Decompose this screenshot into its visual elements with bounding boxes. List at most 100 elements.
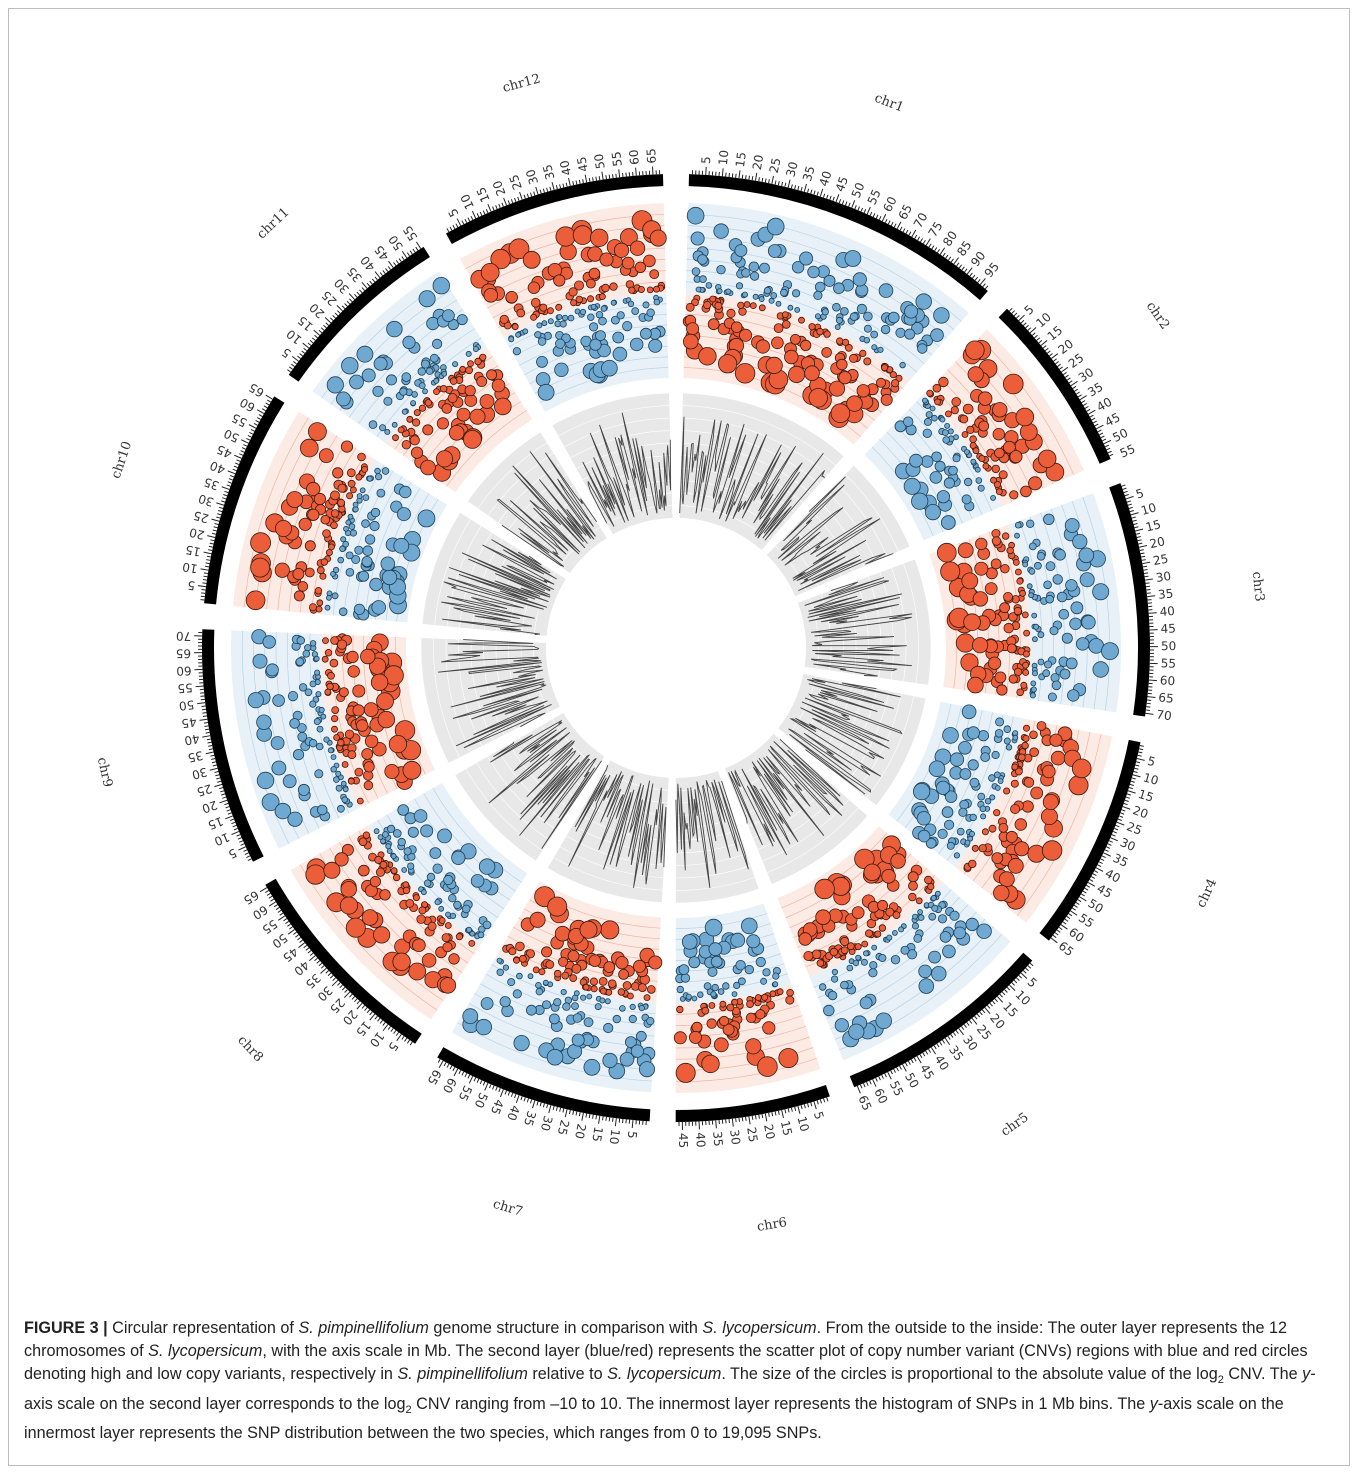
cnv-high-point xyxy=(742,291,749,298)
cnv-high-point xyxy=(1030,686,1037,693)
cnv-high-point xyxy=(1033,623,1040,630)
cnv-high-point xyxy=(703,982,712,990)
cnv-low-point xyxy=(546,307,554,315)
cnv-low-point xyxy=(618,969,629,980)
tick-label: 45 xyxy=(214,442,234,461)
cnv-high-point xyxy=(942,944,956,959)
ideogram-tick xyxy=(199,718,208,721)
ideogram-tick xyxy=(498,203,501,208)
cnv-high-point xyxy=(308,739,318,748)
cnv-low-point xyxy=(673,1031,687,1045)
ideogram-tick xyxy=(559,184,562,189)
ideogram-tick xyxy=(204,565,210,568)
ideogram-tick xyxy=(374,276,378,281)
cnv-high-point xyxy=(553,998,562,1007)
ideogram-tick xyxy=(771,1112,774,1117)
ideogram-tick xyxy=(224,490,229,494)
cnv-low-point xyxy=(675,1062,696,1083)
tick-label: 30 xyxy=(523,168,541,187)
cnv-high-point xyxy=(961,704,977,720)
ideogram-tick xyxy=(797,1105,801,1114)
ideogram-tick xyxy=(1051,353,1059,359)
ideogram-tick xyxy=(928,243,932,248)
ideogram-tick xyxy=(1031,332,1036,336)
ideogram-tick xyxy=(854,205,857,210)
cnv-high-point xyxy=(302,649,311,658)
cnv-low-point xyxy=(570,299,578,307)
cnv-low-point xyxy=(761,993,769,1001)
cnv-low-point xyxy=(996,684,1008,696)
cnv-high-point xyxy=(705,282,713,289)
cnv-low-point xyxy=(464,394,478,407)
cnv-high-point xyxy=(470,874,485,888)
ideogram-tick xyxy=(349,993,353,998)
ideogram-tick xyxy=(981,1009,986,1014)
cnv-low-point xyxy=(726,1003,735,1012)
cnv-low-point xyxy=(885,907,895,917)
ideogram-tick xyxy=(1139,745,1144,747)
ideogram-tick xyxy=(1136,536,1141,538)
ideogram-tick xyxy=(925,238,931,246)
cnv-low-point xyxy=(967,366,984,383)
caption-segment: S. pimpinellifolium xyxy=(298,1319,429,1337)
cnv-low-point xyxy=(468,940,476,947)
cnv-high-point xyxy=(725,288,732,295)
ideogram-tick xyxy=(771,175,774,184)
cnv-low-point xyxy=(459,365,467,373)
cnv-low-point xyxy=(541,946,553,958)
cnv-high-point xyxy=(949,910,960,921)
cnv-low-point xyxy=(830,403,851,424)
ideogram-tick xyxy=(735,173,737,178)
ideogram-tick xyxy=(1092,420,1097,424)
ideogram-tick xyxy=(277,909,282,913)
ideogram-tick xyxy=(216,777,221,780)
cnv-high-point xyxy=(1028,542,1037,551)
cnv-low-point xyxy=(994,447,1005,459)
ideogram-tick xyxy=(387,266,391,270)
cnv-low-point xyxy=(308,603,317,612)
cnv-low-point xyxy=(978,391,993,406)
cnv-low-point xyxy=(464,385,476,397)
ideogram-tick xyxy=(764,178,767,183)
cnv-high-point xyxy=(347,513,354,520)
cnv-high-point xyxy=(906,949,918,960)
cnv-low-point xyxy=(968,859,977,869)
cnv-low-point xyxy=(1003,787,1011,795)
cnv-high-point xyxy=(547,318,554,325)
tick-label: 15 xyxy=(184,542,202,559)
ideogram-tick xyxy=(324,317,332,324)
snp-gridline xyxy=(827,492,876,562)
snp-gridline xyxy=(558,405,670,437)
ideogram-tick xyxy=(1145,712,1154,715)
cnv-high-gridline xyxy=(367,328,476,431)
cnv-high-point xyxy=(252,653,268,669)
ideogram-tick xyxy=(845,201,848,206)
ideogram-tick xyxy=(972,274,976,279)
ideogram-tick xyxy=(507,1091,511,1096)
ideogram-tick xyxy=(406,1039,410,1044)
cnv-low-point xyxy=(245,590,266,611)
tick-label: 40 xyxy=(557,159,574,177)
cnv-high-point xyxy=(1067,689,1080,702)
cnv-high-gridline xyxy=(343,470,394,617)
cnv-high-point xyxy=(990,494,996,501)
ideogram-tick xyxy=(568,178,571,187)
cnv-low-point xyxy=(781,320,791,329)
cnv-high-point xyxy=(928,912,937,921)
ideogram-tick xyxy=(564,1109,568,1118)
cnv-low-point xyxy=(709,295,717,303)
snp-gridline xyxy=(784,536,819,587)
ideogram-tick xyxy=(1147,696,1156,698)
cnv-low-point xyxy=(829,947,839,957)
cnv-low-point xyxy=(333,734,341,741)
cnv-high-point xyxy=(733,981,741,990)
cnv-low-point xyxy=(691,1021,703,1033)
cnv-high-point xyxy=(942,727,959,744)
cnv-high-point xyxy=(735,960,746,971)
cnv-high-point xyxy=(834,1018,849,1033)
chromosome-label: chr9 xyxy=(94,756,115,789)
tick-label: 30 xyxy=(197,491,216,509)
tick-label: 50 xyxy=(222,426,242,445)
snp-gridline xyxy=(879,572,894,680)
cnv-low-point xyxy=(479,353,487,361)
